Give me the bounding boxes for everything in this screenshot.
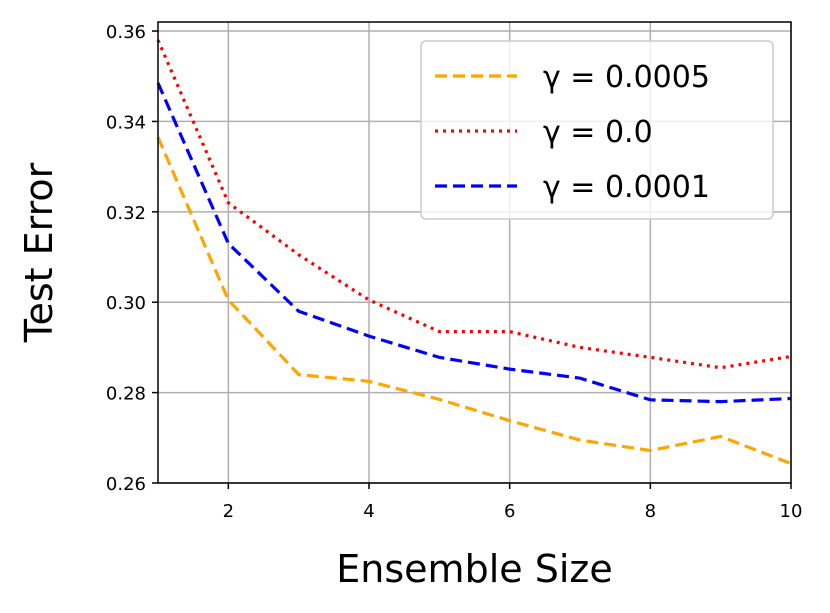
x-tick-label: 2 xyxy=(223,501,234,522)
series-line-1 xyxy=(156,39,792,370)
legend: γ = 0.0005 γ = 0.0 γ = 0.0001 xyxy=(420,40,774,220)
x-tick-label: 6 xyxy=(504,501,515,522)
x-tick-label: 4 xyxy=(363,501,374,522)
legend-box xyxy=(420,40,774,220)
y-tick-label: 0.32 xyxy=(106,203,146,224)
legend-label-2: γ = 0.0001 xyxy=(543,170,710,205)
series-line-0 xyxy=(156,136,792,466)
y-axis-title: Test Error xyxy=(17,162,61,343)
y-axis-ticks: 0.26 0.28 0.30 0.32 0.34 0.36 xyxy=(106,22,158,495)
x-axis-ticks: 2 4 6 8 10 xyxy=(223,483,803,522)
y-tick-label: 0.26 xyxy=(106,474,146,495)
x-tick-label: 8 xyxy=(645,501,656,522)
y-tick-label: 0.34 xyxy=(106,112,146,133)
y-tick-label: 0.28 xyxy=(106,384,146,405)
plot-frame xyxy=(157,21,792,484)
x-axis-title: Ensemble Size xyxy=(336,547,612,591)
legend-label-0: γ = 0.0005 xyxy=(543,60,710,95)
y-tick-label: 0.36 xyxy=(106,22,146,43)
y-tick-label: 0.30 xyxy=(106,293,146,314)
series-line-2 xyxy=(156,82,792,404)
x-tick-label: 10 xyxy=(780,501,803,522)
series-lines xyxy=(156,39,792,466)
legend-label-1: γ = 0.0 xyxy=(543,115,653,150)
